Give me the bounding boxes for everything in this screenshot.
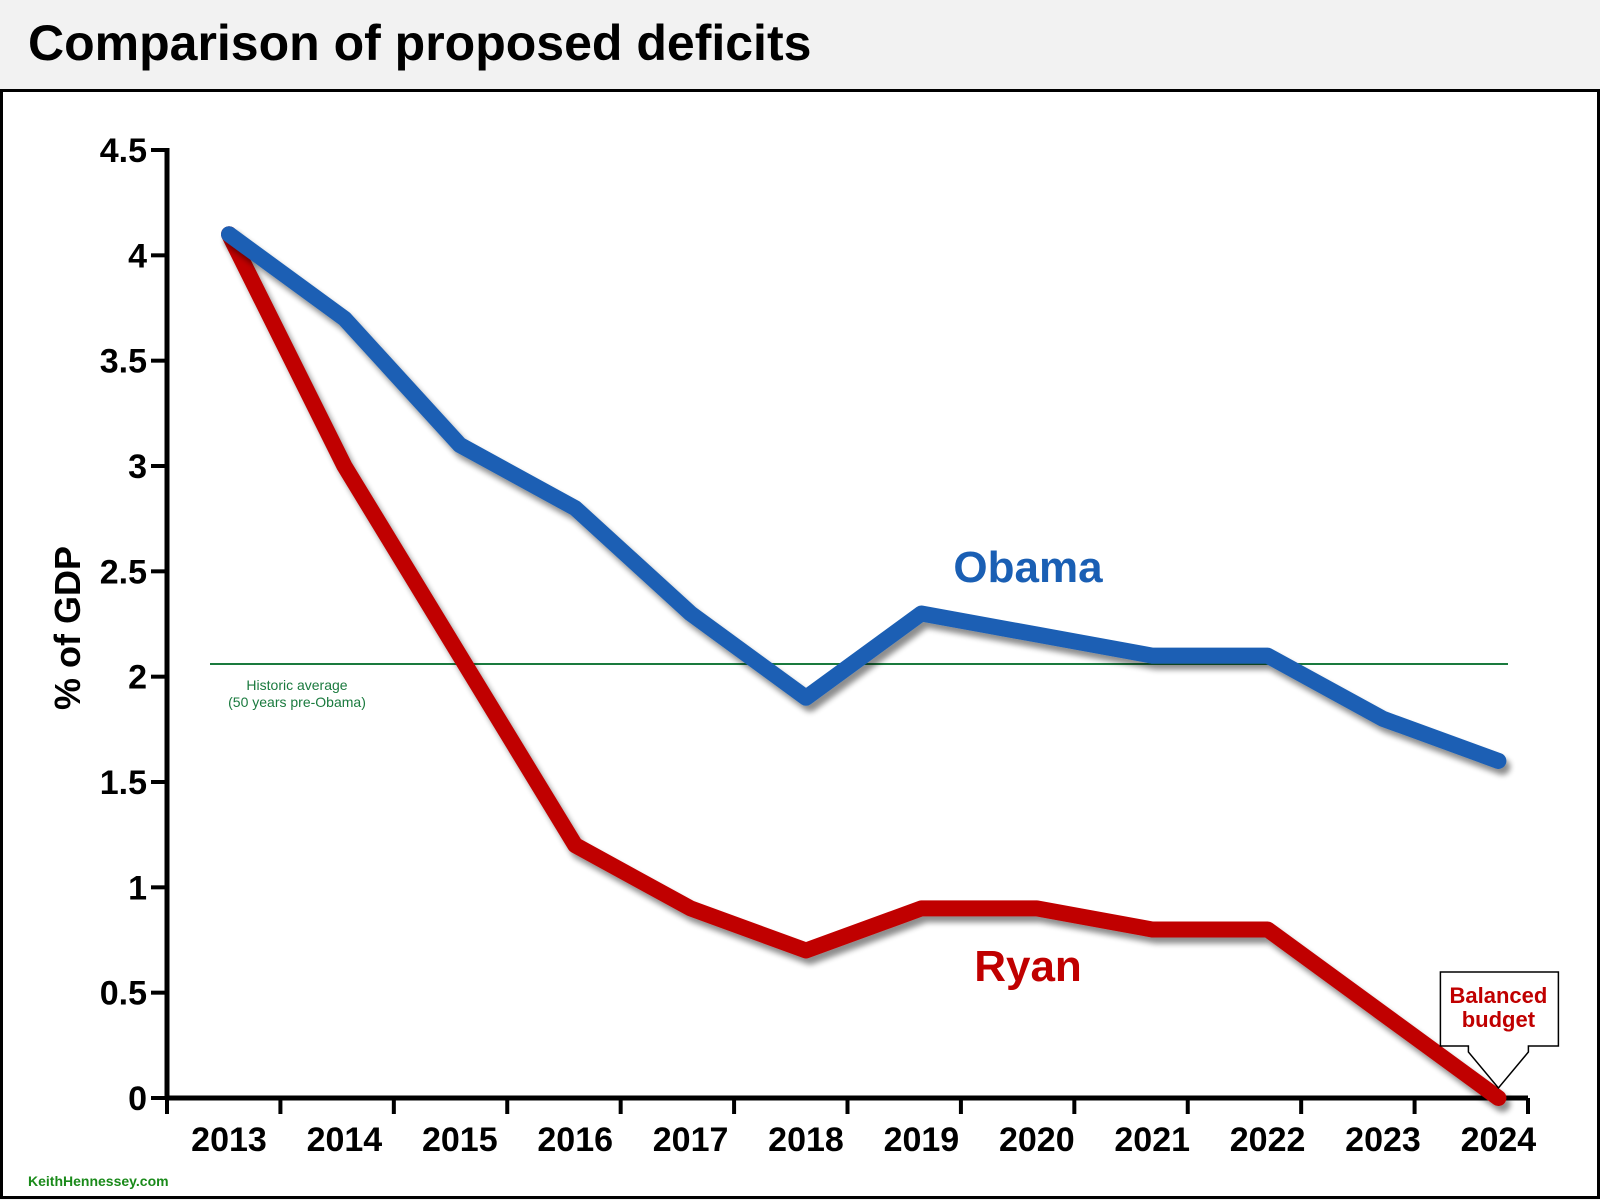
y-tick-label: 4.5 <box>100 132 147 170</box>
y-tick-label: 0.5 <box>100 975 147 1013</box>
x-tick-label: 2022 <box>1230 1121 1306 1159</box>
x-tick-label: 2014 <box>307 1121 383 1159</box>
x-tick-label: 2015 <box>422 1121 498 1159</box>
series-line-ryan <box>221 226 1507 1106</box>
x-tick-label: 2018 <box>768 1121 844 1159</box>
callout-text-line2: budget <box>1462 1007 1536 1032</box>
x-tick-label: 2021 <box>1114 1121 1190 1159</box>
x-tick-label: 2019 <box>884 1121 960 1159</box>
x-tick-label: 2013 <box>191 1121 267 1159</box>
series-label-ryan: Ryan <box>974 942 1082 991</box>
x-tick-label: 2020 <box>999 1121 1075 1159</box>
balanced-budget-callout <box>1439 971 1560 1090</box>
x-tick-label: 2023 <box>1345 1121 1421 1159</box>
y-tick-label: 0 <box>128 1080 147 1118</box>
y-tick-label: 4 <box>128 237 147 275</box>
y-tick-label: 1 <box>128 869 147 907</box>
y-tick-label: 2.5 <box>100 553 147 591</box>
series-label-obama: Obama <box>953 543 1103 592</box>
chart-title: Comparison of proposed deficits <box>28 15 812 71</box>
y-tick-label: 3 <box>128 448 147 486</box>
axes <box>164 148 1528 1101</box>
x-tick-label: 2024 <box>1461 1121 1537 1159</box>
callout-text-line1: Balanced <box>1449 983 1547 1008</box>
historic-average-sublabel: (50 years pre-Obama) <box>228 694 366 710</box>
historic-average-label: Historic average <box>246 677 347 693</box>
chart-frame <box>0 89 1600 1199</box>
series-line-obama <box>221 226 1507 769</box>
y-axis-label: % of GDP <box>47 546 88 710</box>
credit-text: KeithHennessey.com <box>28 1173 169 1189</box>
y-tick-label: 1.5 <box>100 764 147 802</box>
y-tick-label: 2 <box>128 659 147 697</box>
y-tick-label: 3.5 <box>100 343 147 381</box>
series-labels: Obama Ryan <box>953 543 1103 991</box>
series-group <box>221 226 1507 1106</box>
x-ticks: 2013 2014 2015 2016 2017 2018 2019 2020 2021 2022… <box>165 1098 1537 1159</box>
y-ticks: 0 0.5 1 1.5 2 2.5 3 3.5 4 4.5 <box>100 132 167 1118</box>
x-tick-label: 2016 <box>537 1121 613 1159</box>
x-tick-label: 2017 <box>653 1121 729 1159</box>
